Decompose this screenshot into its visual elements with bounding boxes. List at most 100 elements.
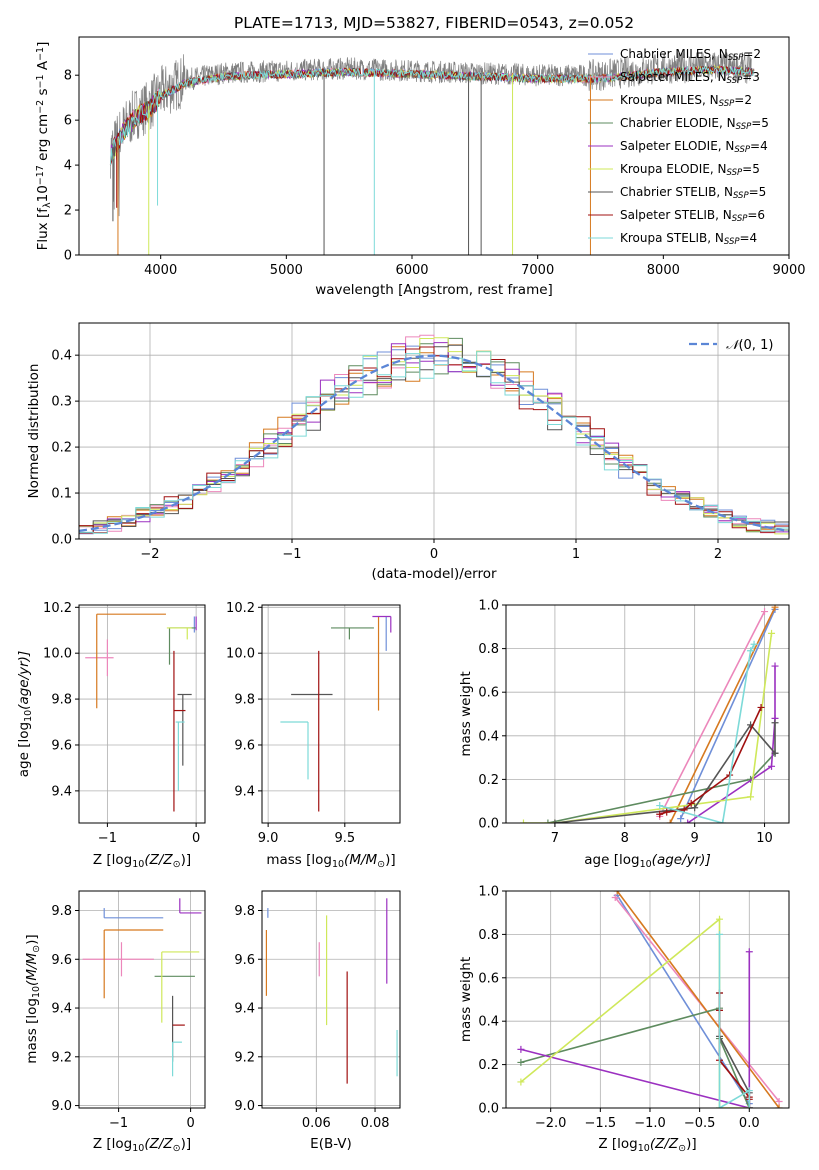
data-point-marker [745, 1104, 753, 1108]
legend-fragment: SSP [724, 237, 740, 247]
y-tick-label: 0.6 [478, 686, 499, 701]
x-tick-label: 0.0 [739, 1116, 760, 1131]
x-tick-label: −1.5 [585, 1116, 617, 1131]
label-fragment: s [35, 88, 51, 99]
data-point-marker [768, 629, 776, 637]
point-salpeter-elodie [179, 898, 202, 914]
label-fragment: −1 [35, 47, 46, 61]
y-tick-label: 9.8 [234, 693, 255, 708]
x-tick-label: 8 [621, 831, 629, 846]
series-kroupa-stelib [715, 930, 753, 1108]
x-tick-label: 7000 [521, 263, 554, 278]
legend-fragment: Salpeter MILES, N [620, 70, 727, 84]
legend-fragment: Chabrier STELIB, N [620, 185, 733, 199]
plot-area [517, 891, 783, 1108]
y-tick-label: 9.2 [51, 1050, 72, 1065]
plot-area [79, 334, 789, 535]
y-tick-label: 0.0 [51, 533, 72, 548]
point-kroupa-miles [96, 613, 166, 709]
legend-fragment: SSP [727, 168, 743, 178]
legend-fragment: SSP [719, 99, 735, 109]
legend-fragment: =5 [751, 116, 769, 130]
legend-fragment: Kroupa STELIB, N [620, 231, 724, 245]
data-point-marker [775, 1104, 783, 1108]
series-line [658, 611, 766, 817]
label-fragment: )] [24, 934, 40, 945]
label-fragment: λ [42, 202, 53, 208]
series-line [520, 951, 751, 1108]
label-fragment: ⊙ [678, 1143, 686, 1154]
series-kroupa-elodie [517, 915, 753, 1108]
legend-fragment: Salpeter STELIB, N [620, 208, 732, 222]
label-fragment: −1 [35, 74, 46, 88]
axes-frame [261, 604, 401, 824]
x-tick-label: −1 [109, 1116, 128, 1131]
y-tick-label: 0.4 [478, 1015, 499, 1030]
model-kroupa-stelib [109, 65, 755, 166]
point-salpeter-miles [82, 942, 154, 977]
x-tick-label: 8000 [647, 263, 680, 278]
y-tick-label: 1.0 [478, 599, 499, 614]
legend-entry: Kroupa MILES, NSSP=2 [620, 93, 752, 109]
label-fragment: (age/yr)] [16, 651, 32, 710]
x-tick-label: 1 [572, 547, 580, 562]
series-line [669, 606, 776, 823]
legend-fragment: SSP [736, 122, 752, 132]
data-point-marker [775, 1097, 783, 1105]
series-kroupa-miles [613, 891, 783, 1108]
x-tick-label: 5000 [270, 263, 303, 278]
point-chabrier-elodie [331, 627, 374, 640]
label-fragment: 10 [35, 185, 51, 202]
y-tick-label: 0.4 [51, 349, 72, 364]
label-fragment: ⊙ [173, 1143, 181, 1154]
figure-title: PLATE=1713, MJD=53827, FIBERID=0543, z=0… [234, 14, 634, 32]
data-point-marker [691, 804, 699, 812]
y-tick-label: 1.0 [478, 885, 499, 900]
data-point-marker [544, 819, 552, 823]
label-fragment: erg cm [35, 114, 51, 165]
legend-fragment: Kroupa ELODIE, N [620, 162, 727, 176]
plot-area [265, 898, 398, 1084]
y-tick-label: 10.0 [226, 647, 255, 662]
axes-frame [78, 604, 206, 824]
point-kroupa-stelib [172, 1041, 182, 1077]
label-fragment: 10 [132, 1143, 144, 1154]
y-tick-label: 6 [64, 114, 72, 129]
y-axis-label: age [log10(age/yr)] [16, 651, 34, 777]
x-axis-label: Z [log10(Z/Z⊙)] [93, 1136, 191, 1154]
point-kroupa-stelib [175, 721, 185, 791]
y-tick-label: 10.2 [226, 601, 255, 616]
y-axis-label: mass [log10(M/M⊙)] [24, 934, 42, 1063]
label-fragment: (Z/Z [144, 852, 173, 868]
point-chabrier-stelib [177, 693, 192, 766]
legend-fragment: =4 [750, 139, 768, 153]
data-point-marker [757, 703, 765, 711]
label-fragment: age [log [584, 852, 639, 868]
data-point-marker [677, 815, 685, 823]
data-point-marker [771, 662, 779, 670]
x-tick-label: 7 [551, 831, 559, 846]
label-fragment: 10 [31, 986, 42, 998]
x-tick-label: −1 [282, 547, 301, 562]
series-chabrier-elodie [544, 749, 779, 823]
plot-area [82, 898, 202, 1077]
legend-fragment: SSP [727, 76, 743, 86]
chart-mass-vs-Z: −1 09.09.29.49.69.8Z [log10(Z/Z⊙)]mass [l… [24, 890, 206, 1154]
y-tick-label: 9.6 [51, 738, 72, 753]
y-tick-label: 0.4 [478, 729, 499, 744]
series-kroupa-elodie [519, 629, 776, 823]
series-line [659, 643, 755, 823]
y-tick-label: 0.2 [478, 1058, 499, 1073]
axes-frame [505, 604, 790, 824]
label-fragment: )] [385, 852, 396, 868]
label-fragment: age [log [16, 722, 32, 777]
y-tick-label: 9.0 [51, 1099, 72, 1114]
y-axis-label: Flux [fλ10−17 erg cm−2 s−1 A−1] [35, 42, 53, 251]
point-chabrier-miles [103, 908, 164, 919]
label-fragment: ⊙ [377, 859, 385, 870]
axes-frame [261, 890, 401, 1109]
x-tick-label: 0 [192, 831, 200, 846]
label-fragment: )] [181, 1136, 192, 1152]
y-tick-label: 0.2 [51, 441, 72, 456]
